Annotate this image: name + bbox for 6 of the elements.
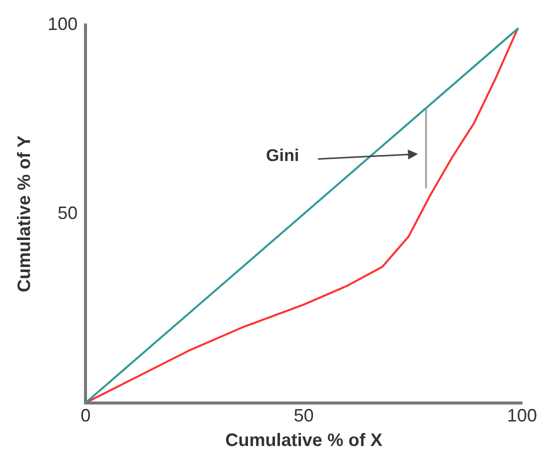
x-tick-label: 100 <box>506 406 538 426</box>
x-axis-title: Cumulative % of X <box>225 430 382 450</box>
x-tick-label: 0 <box>80 406 91 426</box>
x-tick-label: 50 <box>294 406 314 426</box>
annotation: Gini <box>266 146 300 166</box>
y-axis-title: Cumulative % of Y <box>14 136 34 292</box>
